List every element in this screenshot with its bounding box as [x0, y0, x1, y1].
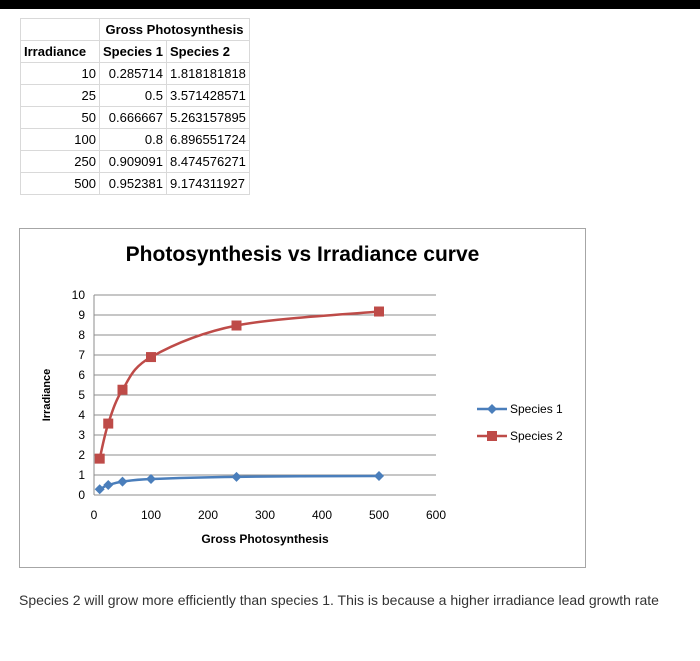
- table-header-species-2: Species 2: [166, 40, 250, 63]
- y-tick-label: 10: [72, 288, 86, 302]
- table-cell: 5.263157895: [166, 106, 250, 129]
- series-2-point: [94, 453, 105, 464]
- table-cell: 100: [20, 128, 100, 151]
- table-cell: 500: [20, 172, 100, 195]
- series-1-point: [103, 480, 114, 490]
- y-tick-label: 6: [78, 368, 85, 382]
- table-row: 10 0.285714 1.818181818: [20, 62, 250, 85]
- legend-series-1-marker: [487, 404, 497, 414]
- table-header-irradiance: Irradiance: [20, 40, 100, 63]
- x-tick-label: 0: [91, 508, 98, 522]
- table-cell: 0.666667: [99, 106, 167, 129]
- series-1-point: [231, 471, 242, 482]
- series-2-point: [231, 320, 242, 331]
- series-1-point: [117, 476, 128, 487]
- x-tick-label: 600: [426, 508, 446, 522]
- table-row: 500 0.952381 9.174311927: [20, 172, 250, 195]
- data-table: Gross Photosynthesis Irradiance Species …: [20, 18, 250, 195]
- table-group-header: Gross Photosynthesis: [99, 18, 250, 41]
- table-row: 25 0.5 3.571428571: [20, 84, 250, 107]
- series-2-point: [374, 306, 384, 317]
- series-1-point: [374, 470, 384, 481]
- answer-caption: Species 2 will grow more efficiently tha…: [19, 592, 659, 608]
- x-tick-label: 500: [369, 508, 389, 522]
- table-row: 50 0.666667 5.263157895: [20, 106, 250, 129]
- table-cell: 0.909091: [99, 150, 167, 173]
- y-tick-label: 0: [78, 488, 85, 502]
- x-axis-label: Gross Photosynthesis: [201, 532, 329, 546]
- table-cell: 8.474576271: [166, 150, 250, 173]
- table-cell: 3.571428571: [166, 84, 250, 107]
- table-cell: 10: [20, 62, 100, 85]
- table-cell: 1.818181818: [166, 62, 250, 85]
- table-cell: 0.952381: [99, 172, 167, 195]
- y-tick-label: 8: [78, 328, 85, 342]
- legend-series-2-marker: [487, 431, 497, 441]
- table-cell: 50: [20, 106, 100, 129]
- series-2-line: [98, 310, 380, 459]
- chart-title: Photosynthesis vs Irradiance curve: [125, 243, 480, 266]
- x-tick-label: 200: [198, 508, 218, 522]
- table-cell: 9.174311927: [166, 172, 250, 195]
- x-tick-label: 400: [312, 508, 332, 522]
- legend-series-2-label: Species 2: [510, 429, 563, 443]
- table-cell: 0.8: [99, 128, 167, 151]
- table-cell: 6.896551724: [166, 128, 250, 151]
- y-tick-label: 1: [78, 468, 85, 482]
- x-tick-label: 100: [141, 508, 161, 522]
- legend-series-1-label: Species 1: [510, 402, 563, 416]
- table-cell: 0.5: [99, 84, 167, 107]
- series-2-point: [117, 384, 128, 395]
- series-2-point: [146, 352, 156, 363]
- table-row: 250 0.909091 8.474576271: [20, 150, 250, 173]
- y-tick-label: 5: [78, 388, 85, 402]
- table-cell: 0.285714: [99, 62, 167, 85]
- y-tick-label: 4: [78, 408, 85, 422]
- y-tick-label: 9: [78, 308, 85, 322]
- chart-area: Photosynthesis vs Irradiance curve 0 1 2 3 4…: [19, 228, 586, 568]
- table-cell: 250: [20, 150, 100, 173]
- y-tick-label: 3: [78, 428, 85, 442]
- y-tick-label: 2: [78, 448, 85, 462]
- y-tick-label: 7: [78, 348, 85, 362]
- table-row: 100 0.8 6.896551724: [20, 128, 250, 151]
- table-corner-cell: [20, 18, 100, 41]
- series-1-point: [94, 484, 105, 495]
- top-black-bar: [0, 0, 700, 9]
- table-header-species-1: Species 1: [99, 40, 167, 63]
- series-2-point: [103, 418, 114, 429]
- x-tick-label: 300: [255, 508, 275, 522]
- table-cell: 25: [20, 84, 100, 107]
- y-axis-label: Irradiance: [41, 369, 53, 422]
- series-1-point: [146, 474, 156, 484]
